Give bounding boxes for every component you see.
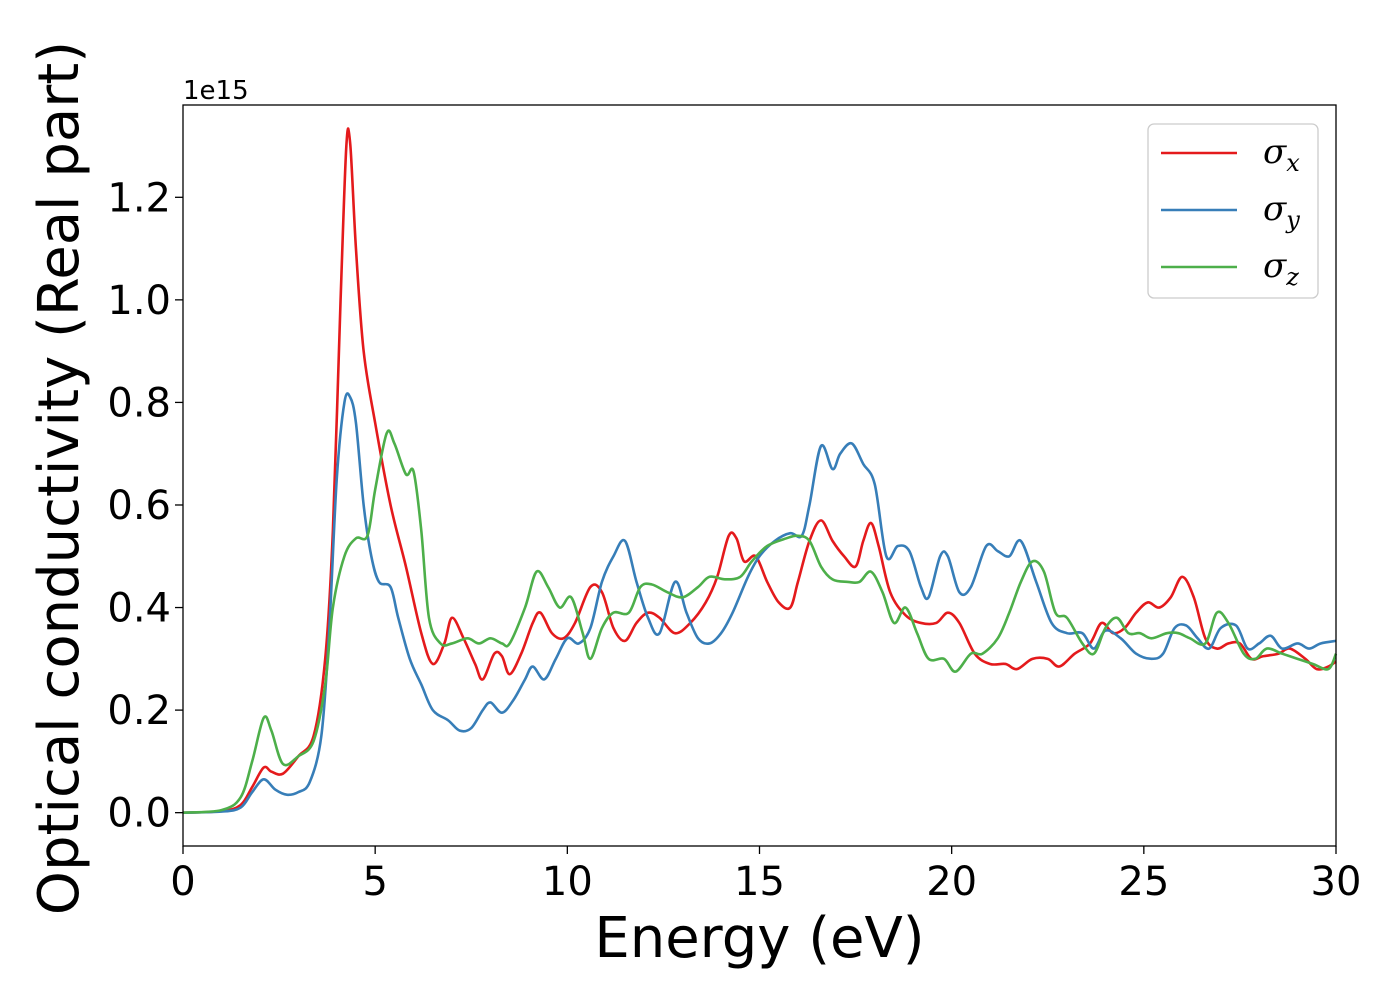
x-tick-label: 10	[542, 859, 593, 905]
y-tick-label: 0.4	[107, 586, 171, 632]
y-tick-label: 1.0	[107, 278, 171, 324]
y-tick-label: 0.0	[107, 791, 171, 837]
x-tick-label: 0	[170, 859, 195, 905]
series-line-y	[182, 392, 1337, 814]
series-line-z	[182, 429, 1338, 814]
legend-label-y: σy	[1263, 189, 1300, 234]
y-tick-label: 0.8	[107, 380, 171, 426]
legend-label-x: σx	[1263, 132, 1300, 177]
x-axis-label: Energy (eV)	[594, 906, 924, 971]
x-axis-ticks: 0 5 10 15 20 25 30	[170, 846, 1361, 905]
y-offset-label: 1e15	[183, 76, 249, 106]
y-tick-label: 0.2	[107, 688, 171, 734]
x-tick-label: 20	[926, 859, 977, 905]
legend: σx σy σz	[1147, 123, 1319, 299]
x-tick-label: 5	[362, 859, 387, 905]
x-tick-label: 30	[1311, 859, 1362, 905]
x-tick-label: 25	[1118, 859, 1169, 905]
legend-label-z: σz	[1263, 246, 1299, 291]
series-curves	[182, 127, 1338, 814]
y-tick-label: 1.2	[107, 175, 171, 221]
y-axis-label: Optical conductivity (Real part)	[27, 41, 92, 915]
y-tick-label: 0.6	[107, 483, 171, 529]
x-tick-label: 15	[734, 859, 785, 905]
series-line-x	[182, 127, 1337, 814]
y-axis-ticks: 0.0 0.2 0.4 0.6 0.8 1.0 1.2	[107, 175, 183, 837]
